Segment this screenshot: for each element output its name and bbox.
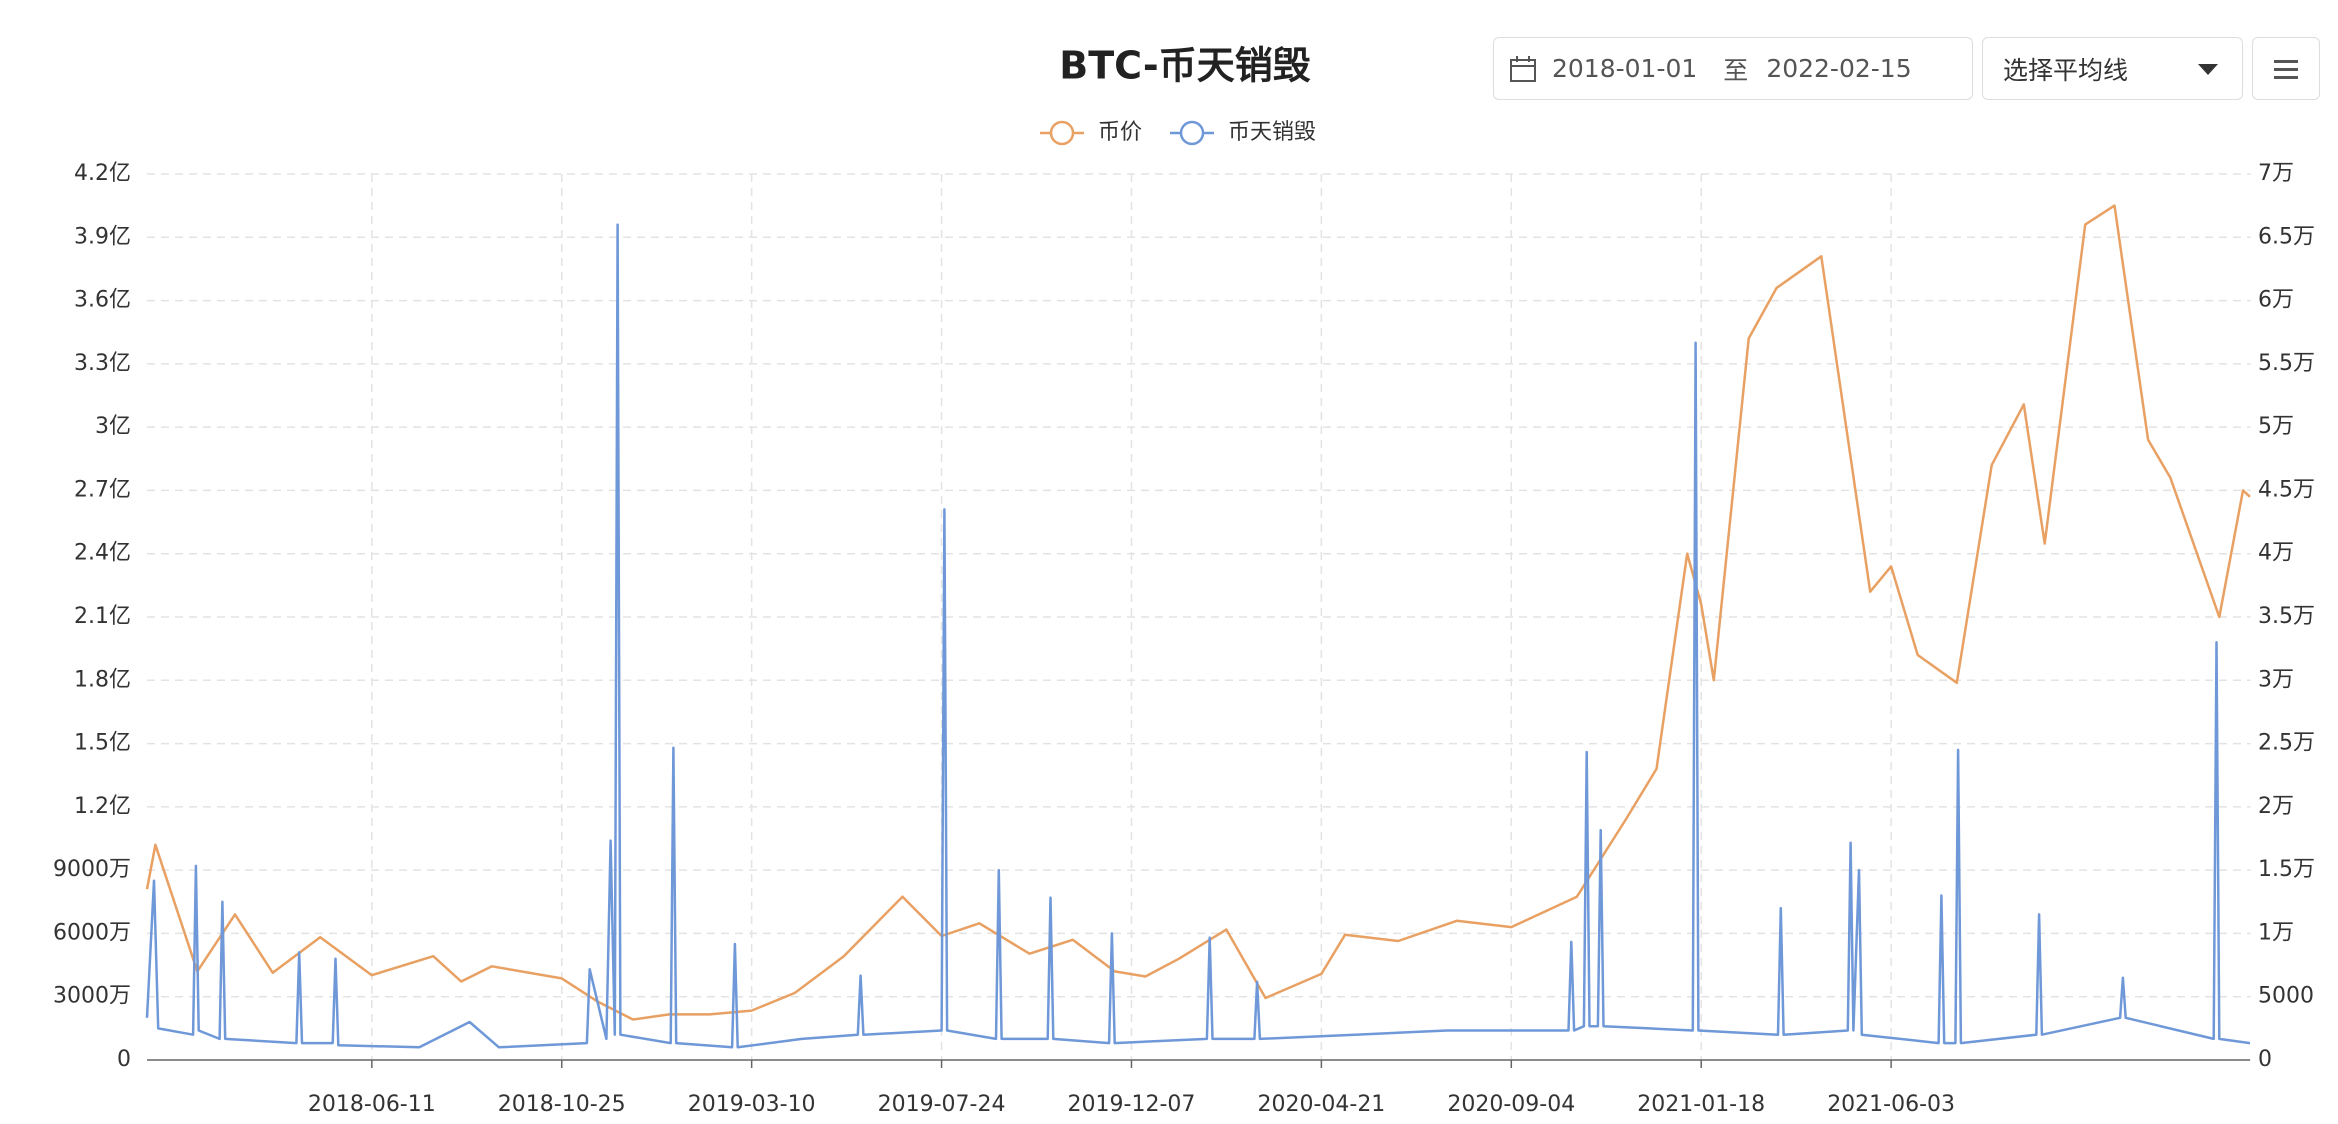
- x-tick-label: 2019-12-07: [1068, 1092, 1196, 1117]
- y-tick-label: 3000万: [53, 984, 131, 1009]
- y2-tick-label: 7万: [2258, 161, 2294, 186]
- x-tick-label: 2018-10-25: [498, 1092, 626, 1117]
- legend-label: 币天销毁: [1228, 120, 1316, 145]
- legend-label: 币价: [1098, 120, 1142, 145]
- y2-tick-label: 6.5万: [2258, 224, 2315, 249]
- y2-tick-label: 5000: [2258, 984, 2314, 1009]
- legend-icon: [1179, 120, 1205, 146]
- ma-select-label: 选择平均线: [2003, 55, 2129, 85]
- y-tick-label: 0: [117, 1047, 131, 1072]
- date-range[interactable]: 2018-01-01 至 2022-02-15: [1493, 37, 1973, 100]
- x-tick-label: 2021-06-03: [1827, 1092, 1955, 1117]
- y-tick-label: 4.2亿: [74, 161, 131, 186]
- y-tick-label: 3亿: [95, 414, 131, 439]
- y2-tick-label: 4.5万: [2258, 477, 2315, 502]
- y2-tick-label: 4万: [2258, 541, 2294, 566]
- y2-tick-label: 3万: [2258, 667, 2294, 692]
- y-tick-label: 1.8亿: [74, 667, 131, 692]
- y-tick-label: 9000万: [53, 857, 131, 882]
- y2-tick-label: 5.5万: [2258, 351, 2315, 376]
- x-tick-label: 2020-04-21: [1257, 1092, 1385, 1117]
- calendar-icon: [1510, 55, 1536, 82]
- y-tick-label: 3.3亿: [74, 351, 131, 376]
- y-tick-label: 1.5亿: [74, 731, 131, 756]
- menu-icon: [2274, 59, 2298, 79]
- y2-tick-label: 1万: [2258, 920, 2294, 945]
- ma-select[interactable]: 选择平均线: [1982, 37, 2243, 100]
- date-sep: 至: [1723, 55, 1749, 85]
- date-start[interactable]: 2018-01-01: [1552, 54, 1698, 83]
- y2-tick-label: 0: [2258, 1047, 2272, 1072]
- y-tick-label: 3.9亿: [74, 224, 131, 249]
- date-end[interactable]: 2022-02-15: [1766, 54, 1912, 83]
- y-tick-label: 1.2亿: [74, 794, 131, 819]
- x-tick-label: 2019-03-10: [688, 1092, 816, 1117]
- y2-tick-label: 1.5万: [2258, 857, 2315, 882]
- y2-tick-label: 2万: [2258, 794, 2294, 819]
- y2-tick-label: 3.5万: [2258, 604, 2315, 629]
- x-tick-label: 2021-01-18: [1637, 1092, 1765, 1117]
- y-tick-label: 2.7亿: [74, 477, 131, 502]
- dropdown-arrow: [2198, 63, 2218, 75]
- y-tick-label: 2.1亿: [74, 604, 131, 629]
- y2-tick-label: 5万: [2258, 414, 2294, 439]
- y-tick-label: 2.4亿: [74, 541, 131, 566]
- series-line: [145, 204, 2251, 1021]
- y2-tick-label: 6万: [2258, 288, 2294, 313]
- x-tick-label: 2020-09-04: [1447, 1092, 1575, 1117]
- series-line: [145, 223, 2251, 1049]
- y2-tick-label: 2.5万: [2258, 731, 2315, 756]
- legend-icon: [1049, 120, 1075, 146]
- menu-button[interactable]: [2252, 37, 2320, 100]
- x-tick-label: 2019-07-24: [878, 1092, 1006, 1117]
- y-tick-label: 3.6亿: [74, 288, 131, 313]
- chart-title: BTC-币天销毁: [1059, 44, 1310, 88]
- y-tick-label: 6000万: [53, 920, 131, 945]
- x-tick-label: 2018-06-11: [308, 1092, 436, 1117]
